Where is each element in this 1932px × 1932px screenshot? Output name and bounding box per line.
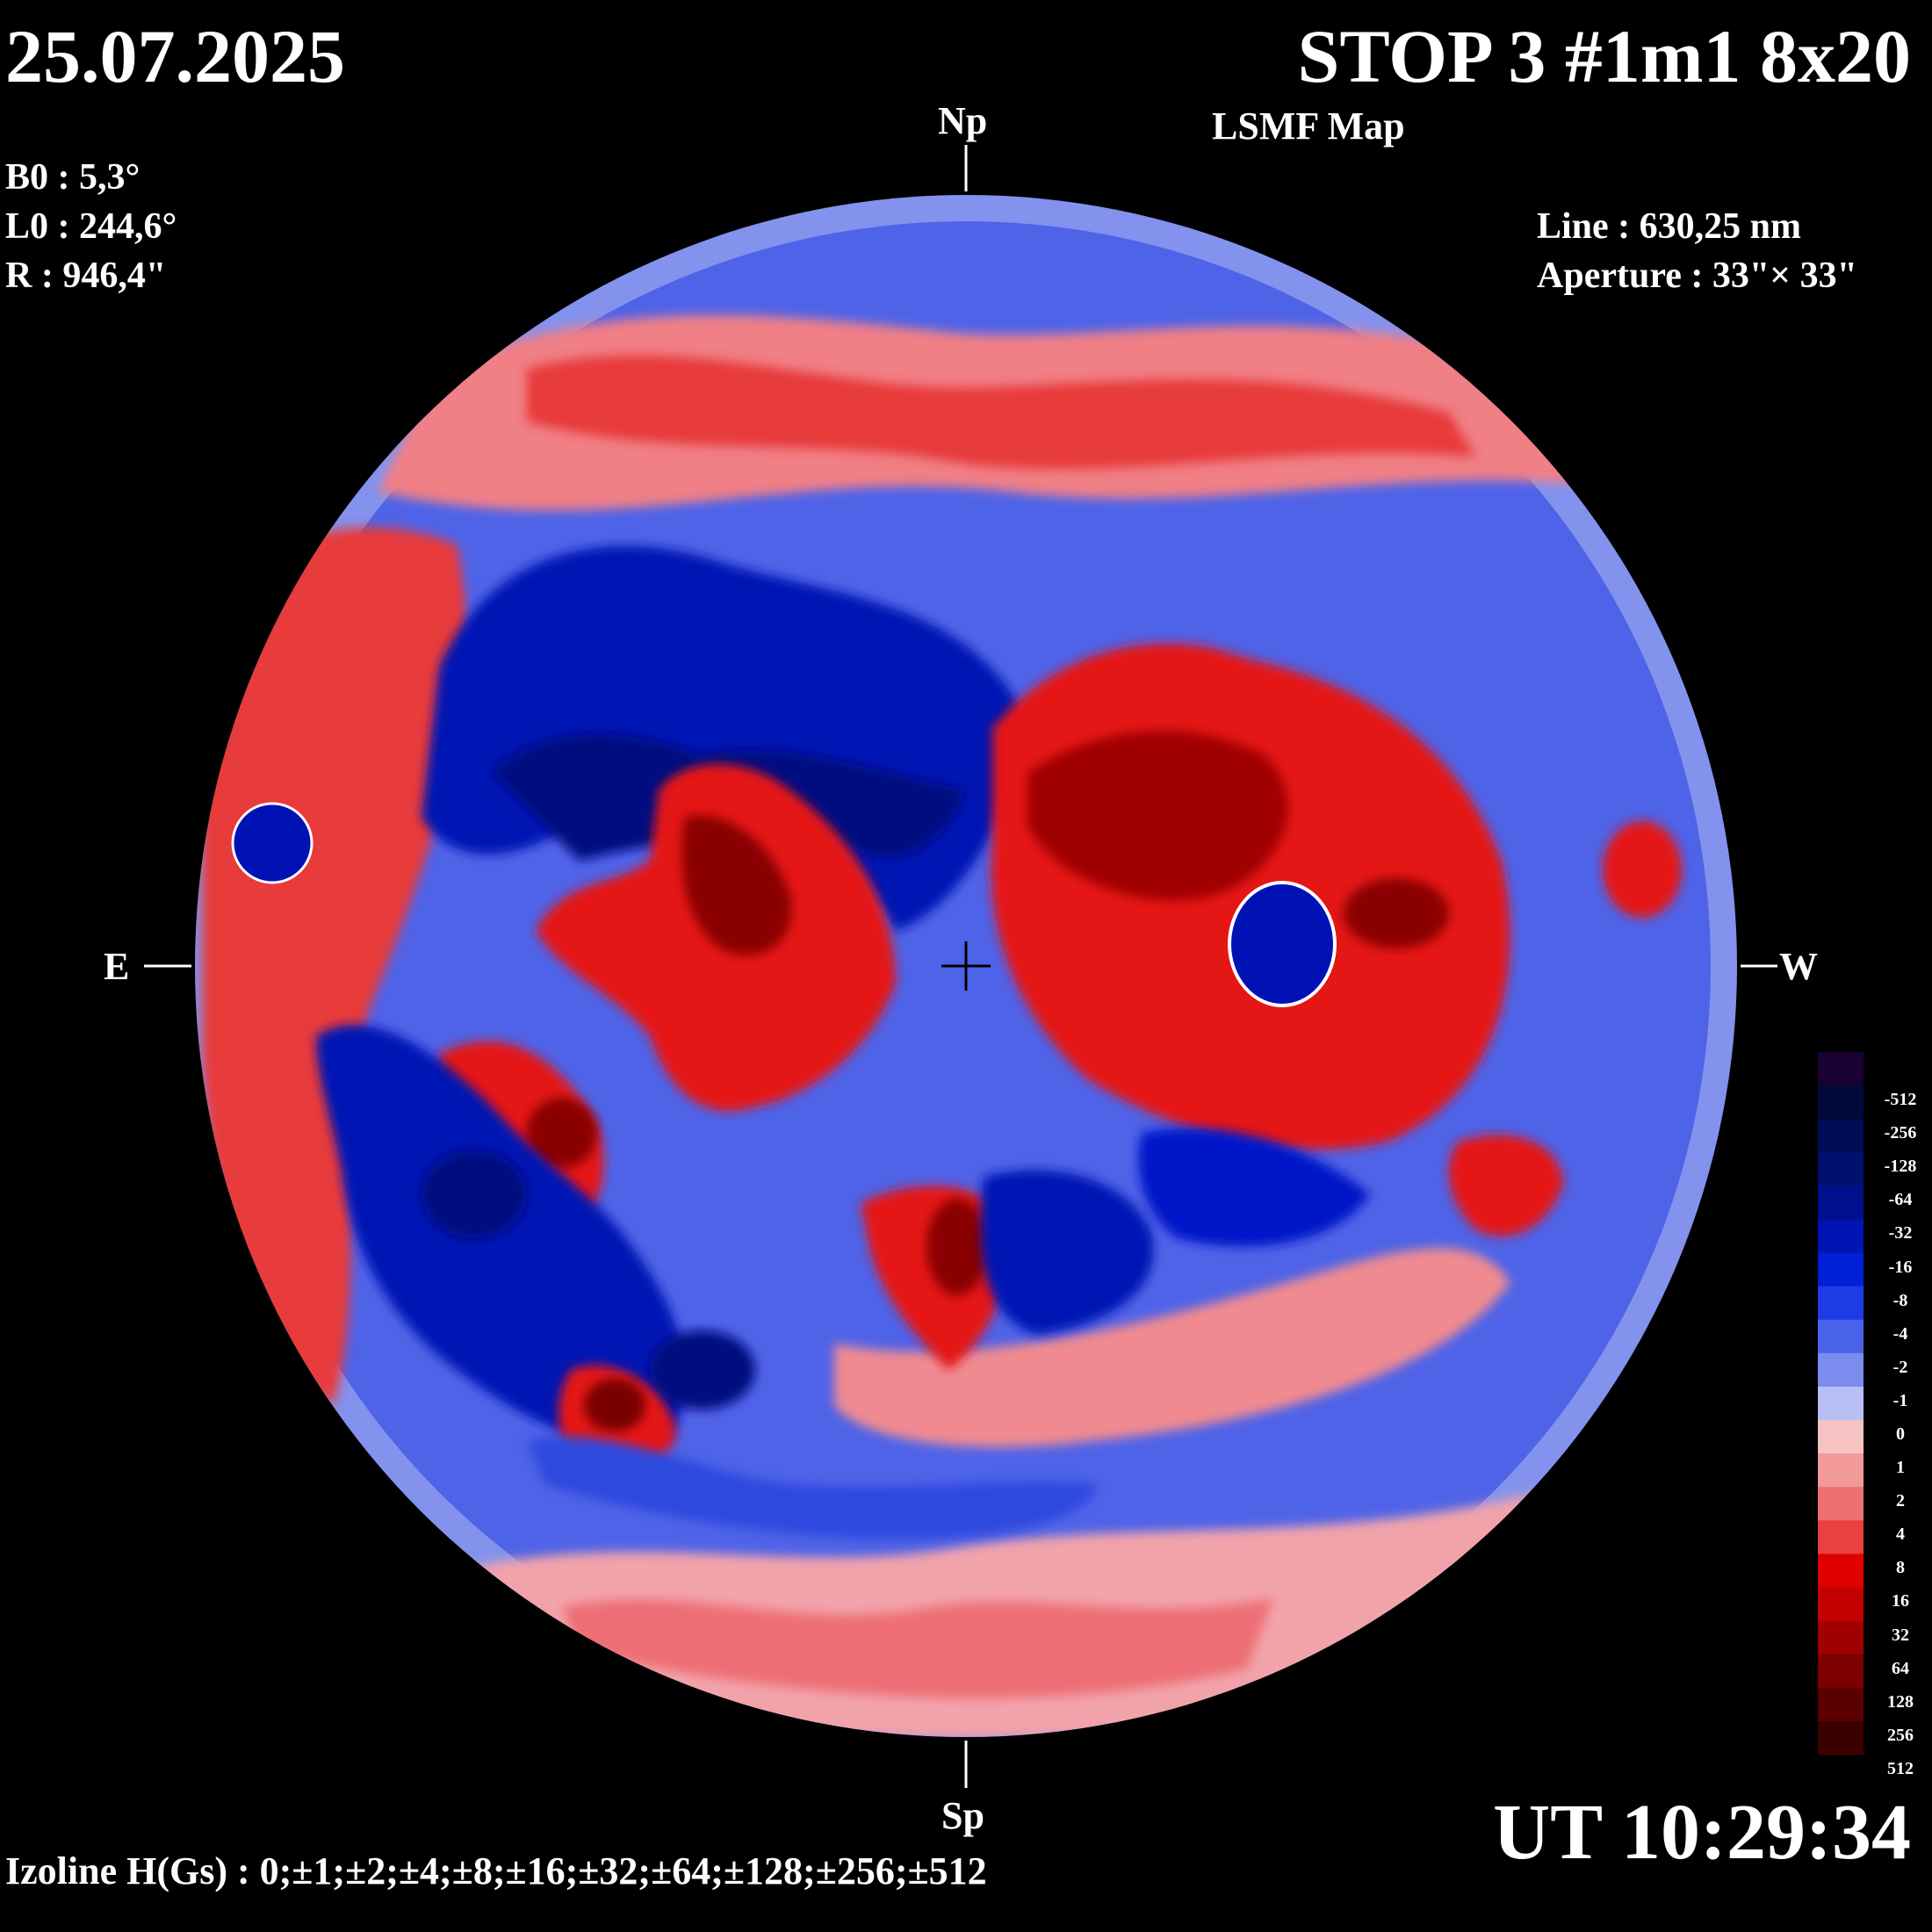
colorbar-label: -256 xyxy=(1884,1123,1917,1143)
colorbar-label: 1 xyxy=(1896,1458,1905,1478)
colorbar-swatch xyxy=(1818,1052,1864,1086)
date-label: 25.07.2025 xyxy=(5,14,345,98)
colorbar-label: 128 xyxy=(1887,1691,1914,1712)
colorbar-label: -8 xyxy=(1892,1290,1908,1310)
center-crosshair xyxy=(941,941,991,991)
colorbar-swatch xyxy=(1818,1620,1864,1655)
colorbar-swatch xyxy=(1818,1352,1864,1388)
colorbar-swatch xyxy=(1818,1453,1864,1488)
colorbar-label: 256 xyxy=(1887,1725,1914,1745)
b0-param: B0 : 5,3° xyxy=(5,157,141,198)
ut-time: UT 10:29:34 xyxy=(1493,1789,1911,1876)
aperture-info: Aperture : 33"× 33" xyxy=(1537,256,1857,296)
colorbar-label: -4 xyxy=(1892,1323,1908,1344)
colorbar-label: 512 xyxy=(1887,1758,1914,1778)
page-title: STOP 3 #1m1 8x20 xyxy=(1297,14,1911,98)
line-info: Line : 630,25 nm xyxy=(1537,206,1802,247)
colorbar-label: -2 xyxy=(1892,1357,1908,1377)
colorbar-label: 2 xyxy=(1896,1491,1905,1511)
south-pole-label: Sp xyxy=(941,1794,984,1837)
colorbar-label: -16 xyxy=(1888,1257,1913,1277)
colorbar-label: -1 xyxy=(1892,1390,1908,1410)
colorbar-swatch xyxy=(1818,1720,1864,1755)
colorbar-label: 8 xyxy=(1896,1558,1905,1578)
colorbar-swatch xyxy=(1818,1386,1864,1421)
colorbar-label: 64 xyxy=(1892,1658,1909,1678)
colorbar-swatch xyxy=(1818,1085,1864,1120)
colorbar-swatch xyxy=(1818,1119,1864,1153)
colorbar-label: -32 xyxy=(1888,1223,1913,1244)
colorbar-swatch xyxy=(1818,1319,1864,1354)
colorbar-swatch xyxy=(1818,1186,1864,1220)
colorbar-swatch xyxy=(1818,1687,1864,1722)
colorbar-label: 16 xyxy=(1892,1591,1909,1611)
colorbar-label: 32 xyxy=(1892,1625,1909,1645)
solar-disk xyxy=(195,195,1737,1737)
colorbar-swatch xyxy=(1818,1219,1864,1254)
colorbar xyxy=(1818,1052,1864,1755)
north-pole-label: Np xyxy=(938,99,988,142)
compass-ticks xyxy=(144,145,1777,1788)
colorbar-label: -64 xyxy=(1888,1190,1913,1210)
map-subtitle: LSMF Map xyxy=(1212,105,1405,148)
east-label: E xyxy=(104,945,130,988)
colorbar-label: -512 xyxy=(1884,1090,1917,1110)
colorbar-label: -128 xyxy=(1884,1157,1917,1177)
colorbar-swatch xyxy=(1818,1420,1864,1454)
colorbar-swatch xyxy=(1818,1654,1864,1689)
colorbar-swatch xyxy=(1818,1286,1864,1321)
colorbar-swatch xyxy=(1818,1587,1864,1622)
colorbar-swatch xyxy=(1818,1152,1864,1186)
colorbar-swatch xyxy=(1818,1554,1864,1589)
colorbar-swatch xyxy=(1818,1487,1864,1521)
colorbar-label: 0 xyxy=(1896,1424,1905,1444)
colorbar-swatch xyxy=(1818,1520,1864,1554)
colorbar-swatch xyxy=(1818,1252,1864,1287)
izoline-legend: Izoline H(Gs) : 0;±1;±2;±4;±8;±16;±32;±6… xyxy=(5,1849,987,1892)
colorbar-label: 4 xyxy=(1896,1525,1905,1545)
west-label: W xyxy=(1779,945,1818,988)
radius-param: R : 946,4" xyxy=(5,256,167,296)
l0-param: L0 : 244,6° xyxy=(5,206,177,247)
